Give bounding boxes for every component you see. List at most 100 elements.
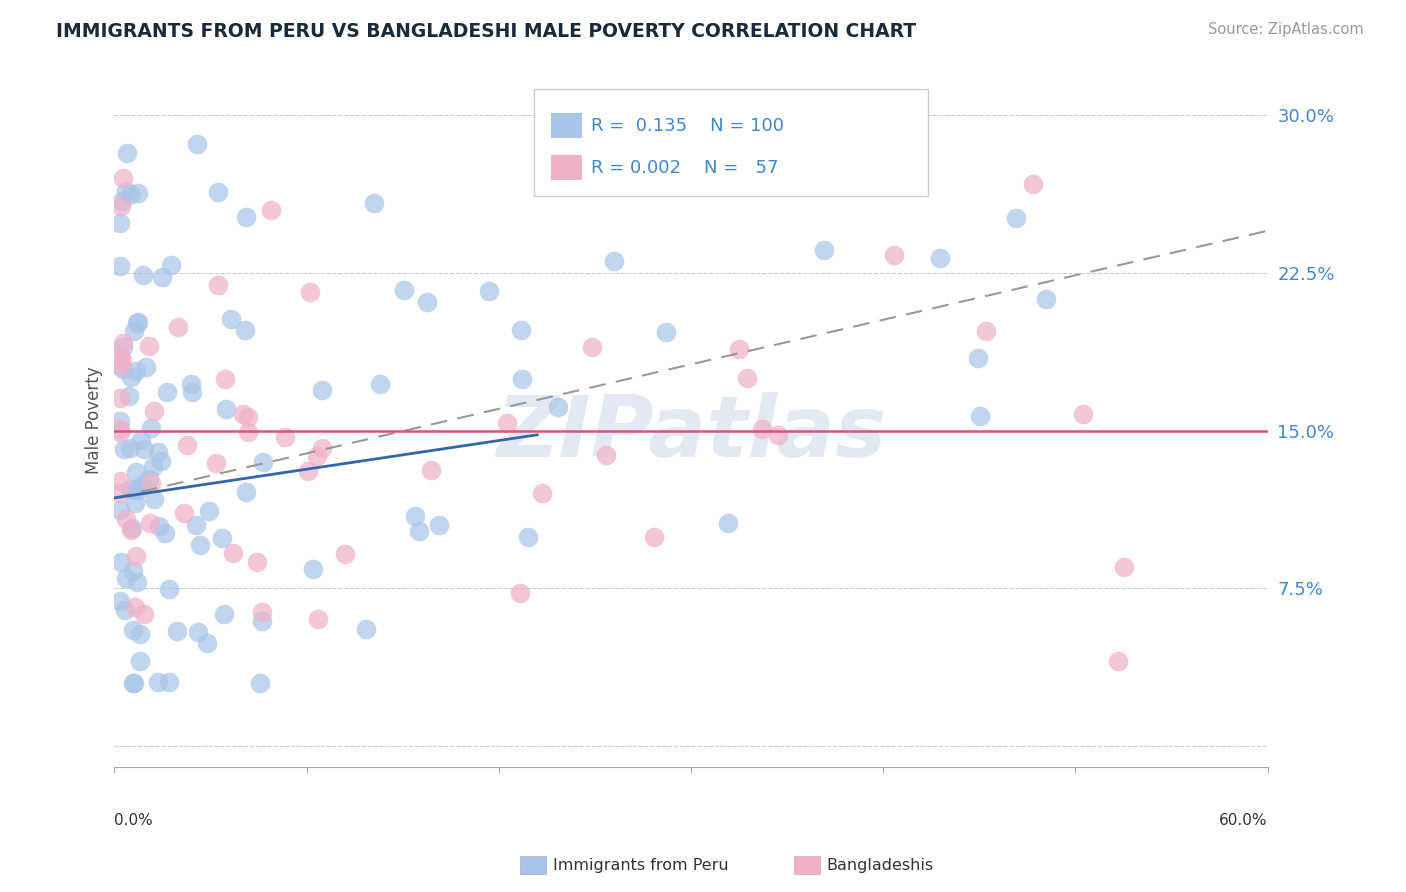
Point [122,676,145,690]
Point [1071,408,1094,422]
Point [121,565,143,579]
Point [974,324,997,338]
Point [307,612,329,626]
Y-axis label: Male Poverty: Male Poverty [86,367,103,474]
Point [581,340,603,354]
Point [297,464,319,478]
Point [250,614,273,628]
Point [129,654,152,668]
Point [419,463,441,477]
Point [219,311,242,326]
Point [356,622,378,636]
Point [121,521,143,535]
Point [111,335,134,350]
Point [108,216,131,230]
Point [198,504,221,518]
Point [141,420,163,434]
Point [232,407,254,421]
Point [768,427,790,442]
Text: Immigrants from Peru: Immigrants from Peru [553,858,728,872]
Point [129,434,152,448]
Text: Bangladeshis: Bangladeshis [827,858,934,872]
Point [928,251,950,265]
Text: 0.0%: 0.0% [114,814,153,829]
Point [392,284,415,298]
Point [132,607,155,621]
Point [186,136,208,151]
Point [112,340,135,354]
Point [728,342,751,356]
Point [363,196,385,211]
Point [153,526,176,541]
Point [127,575,149,590]
Point [108,503,131,517]
Point [187,624,209,639]
Point [124,324,146,338]
Point [122,623,145,637]
Point [108,259,131,273]
Point [969,409,991,424]
Point [166,624,188,638]
Point [311,383,333,397]
Point [408,524,430,538]
Point [530,486,553,500]
Point [108,414,131,428]
Point [157,582,180,597]
Point [132,442,155,456]
Point [1107,654,1129,668]
Point [1022,177,1045,191]
Point [146,674,169,689]
Point [129,627,152,641]
Point [510,323,533,337]
Point [159,259,181,273]
Point [249,676,271,690]
Point [246,555,269,569]
Point [120,442,142,456]
Point [211,531,233,545]
Point [236,425,259,439]
Point [148,445,170,459]
Point [404,509,426,524]
Point [595,448,617,462]
Point [166,320,188,334]
Point [215,402,238,417]
Point [117,145,139,160]
Point [307,449,329,463]
Point [135,359,157,374]
Point [1035,292,1057,306]
Point [496,416,519,430]
Point [108,350,131,364]
Point [122,676,145,690]
Point [124,599,146,614]
Point [157,674,180,689]
Point [112,171,135,186]
Point [108,425,131,439]
Point [124,364,146,378]
Point [222,546,245,560]
Point [236,409,259,424]
Text: IMMIGRANTS FROM PERU VS BANGLADESHI MALE POVERTY CORRELATION CHART: IMMIGRANTS FROM PERU VS BANGLADESHI MALE… [56,22,917,41]
Text: 60.0%: 60.0% [1219,814,1268,829]
Point [108,422,131,436]
Point [299,285,322,299]
Point [603,253,626,268]
Point [207,277,229,292]
Point [150,453,173,467]
Text: ZIPatlas: ZIPatlas [496,392,886,475]
Point [966,351,988,366]
Point [252,605,274,619]
Point [427,518,450,533]
Point [114,603,136,617]
Point [120,369,142,384]
Point [214,607,236,621]
Point [127,186,149,200]
Point [252,455,274,469]
Point [900,153,922,167]
Point [333,547,356,561]
Point [108,486,131,500]
Text: Source: ZipAtlas.com: Source: ZipAtlas.com [1208,22,1364,37]
Point [127,315,149,329]
Point [115,184,138,198]
Text: R =  0.135    N = 100: R = 0.135 N = 100 [591,117,783,135]
Point [142,491,165,506]
